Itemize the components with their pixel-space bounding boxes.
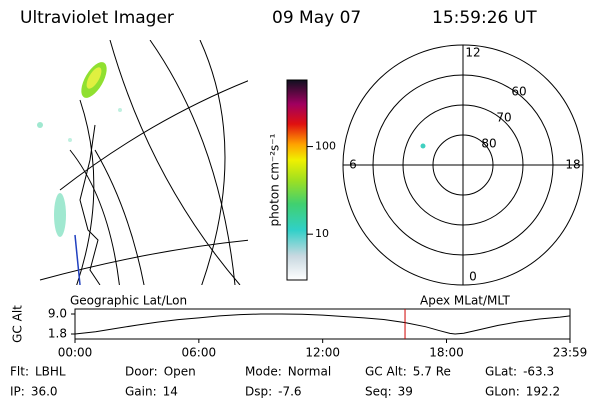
x-tick-label: 23:59: [553, 346, 588, 360]
info-label: GLat:: [485, 365, 517, 379]
info-value: LBHL: [35, 365, 66, 379]
info-label: Mode:: [245, 365, 282, 379]
x-tick-label: 06:00: [182, 346, 217, 360]
mlt-label: 18: [565, 158, 580, 172]
info-label: GLon:: [485, 385, 520, 399]
info-label: Seq:: [365, 385, 392, 399]
geo-map: [37, 40, 248, 285]
info-label: Dsp:: [245, 385, 272, 399]
colorbar-label: photon cm⁻²s⁻¹: [268, 133, 282, 226]
colorbar-tick-label: 10: [315, 227, 329, 240]
altitude-frame: [74, 308, 571, 340]
y-tick-label: 9.0: [48, 307, 67, 321]
info-label: GC Alt:: [365, 365, 407, 379]
info-label: Flt:: [10, 365, 29, 379]
info-label: Door:: [125, 365, 158, 379]
mlt-label: 6: [349, 158, 357, 172]
info-label: Gain:: [125, 385, 157, 399]
x-tick-label: 18:00: [429, 346, 464, 360]
altitude-line: [74, 313, 571, 335]
info-value: 39: [398, 385, 413, 399]
colorbar-tick-label: 100: [315, 140, 336, 153]
aurora-spot: [420, 143, 426, 149]
altitude-ylabel: GC Alt: [11, 305, 25, 343]
time: 15:59:26 UT: [432, 8, 537, 28]
info-value: 36.0: [31, 385, 58, 399]
map-caption: Geographic Lat/Lon: [70, 294, 187, 308]
x-tick-label: 00:00: [58, 346, 93, 360]
info-value: Normal: [288, 365, 331, 379]
lat-label: 60: [511, 84, 526, 98]
colorbar: [286, 79, 308, 281]
lat-label: 80: [481, 136, 496, 150]
info-value: Open: [164, 365, 196, 379]
info-value: -7.6: [278, 385, 301, 399]
info-value: 14: [163, 385, 178, 399]
info-label: IP:: [10, 385, 25, 399]
lat-label: 70: [496, 110, 511, 124]
date: 09 May 07: [272, 8, 361, 28]
mlt-label: 12: [465, 46, 480, 60]
mlt-label: 0: [469, 270, 477, 284]
y-tick-label: 1.8: [48, 327, 67, 341]
x-tick-label: 12:00: [305, 346, 340, 360]
polar-caption: Apex MLat/MLT: [420, 294, 510, 308]
info-value: 5.7 Re: [413, 365, 451, 379]
info-value: -63.3: [523, 365, 554, 379]
title: Ultraviolet Imager: [20, 8, 174, 28]
info-value: 192.2: [526, 385, 560, 399]
